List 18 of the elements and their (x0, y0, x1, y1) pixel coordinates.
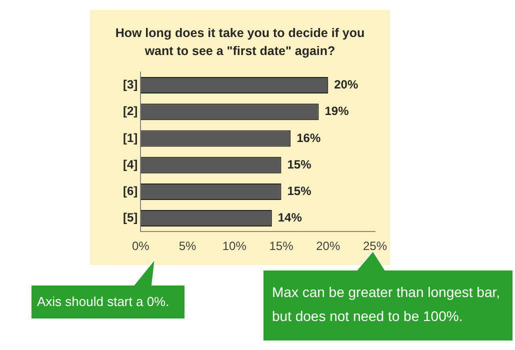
data-label: 14% (278, 210, 302, 225)
chart-title: How long does it take you to decide if you want to see a "first date" again? (114, 25, 366, 60)
data-label: 15% (287, 184, 312, 198)
data-label: 15% (287, 157, 312, 172)
y-tick-label: [6] (122, 184, 138, 198)
callout-box: Max can be greater than longest bar, but does not need to be 100%. (262, 250, 514, 342)
data-label: 19% (324, 104, 350, 118)
y-tick-label: [4] (122, 157, 138, 172)
x-tick-label: 5% (178, 239, 197, 254)
x-tick-label: 0% (132, 239, 150, 254)
y-tick-label: [1] (122, 130, 138, 145)
data-label: 20% (334, 78, 358, 92)
data-label: 16% (296, 130, 321, 145)
y-tick-label: [2] (122, 104, 138, 118)
y-tick-label: [3] (122, 78, 138, 92)
callout-box: Axis should start a 0%. (30, 258, 186, 320)
x-tick-label: 10% (222, 239, 247, 254)
y-tick-label: [5] (122, 210, 138, 225)
